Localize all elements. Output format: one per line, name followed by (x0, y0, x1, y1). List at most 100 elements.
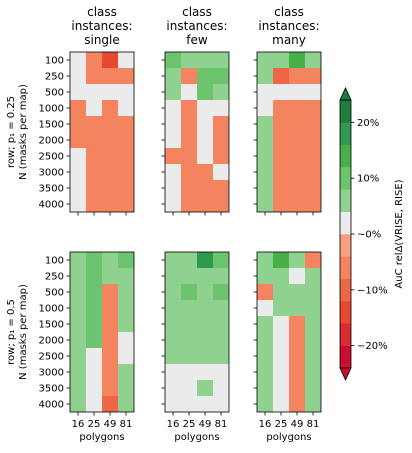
heatmap-cell (197, 180, 213, 196)
heatmap-cell (70, 52, 86, 68)
heatmap-cell (165, 396, 181, 412)
heatmap-cell (213, 284, 229, 300)
heatmap-cell (197, 148, 213, 164)
heatmap-cell (70, 300, 86, 316)
heatmap-cell (257, 196, 273, 212)
heatmap-cell (165, 100, 181, 116)
heatmap-cell (273, 300, 289, 316)
heatmap-cell (70, 252, 86, 268)
colorbar-tick-label: −20% (357, 341, 388, 352)
heatmap-cell (118, 252, 134, 268)
heatmap-cell (289, 132, 305, 148)
heatmap-cell (86, 116, 102, 132)
heatmap-cell (118, 180, 134, 196)
y-tick-label: 3000 (39, 168, 64, 179)
heatmap-cell (102, 164, 118, 180)
heatmap-cell (70, 364, 86, 380)
heatmap-cell (257, 180, 273, 196)
y-tick-label: 2500 (39, 152, 64, 163)
heatmap-cell (165, 164, 181, 180)
heatmap-cell (213, 364, 229, 380)
x-tick-label: 25 (183, 419, 196, 430)
heatmap-cell (102, 132, 118, 148)
heatmap-cell (102, 116, 118, 132)
heatmap-cell (257, 164, 273, 180)
heatmap-cell (70, 268, 86, 284)
column-title-line: instances: (166, 19, 227, 33)
y-tick-label: 500 (45, 288, 64, 299)
colorbar-bin (340, 144, 351, 168)
heatmap-cell (118, 196, 134, 212)
heatmap-cell (305, 132, 321, 148)
row-axis-label-line: N (masks per map) (18, 284, 29, 380)
heatmap-cell (257, 396, 273, 412)
heatmap-cell (118, 332, 134, 348)
heatmap-cell (197, 348, 213, 364)
heatmap-cell (181, 316, 197, 332)
heatmap-cell (181, 164, 197, 180)
heatmap-cell (273, 132, 289, 148)
heatmap-cell (305, 116, 321, 132)
heatmap-cell (181, 132, 197, 148)
heatmap-cell (197, 284, 213, 300)
x-tick-label: 81 (307, 419, 320, 430)
heatmap-cell (86, 180, 102, 196)
heatmap-cell (118, 68, 134, 84)
heatmap-cell (257, 268, 273, 284)
y-tick-label: 250 (45, 72, 64, 83)
heatmap-cell (213, 132, 229, 148)
heatmap-cell (181, 84, 197, 100)
heatmap-cell (197, 68, 213, 84)
heatmap-cell (305, 300, 321, 316)
column-title-line: single (84, 33, 120, 47)
heatmap-cell (305, 196, 321, 212)
y-tick-label: 1500 (39, 320, 64, 331)
heatmap-cell (257, 284, 273, 300)
heatmap-cell (86, 268, 102, 284)
heatmap-cell (213, 268, 229, 284)
heatmap-cell (181, 332, 197, 348)
heatmap-cell (257, 380, 273, 396)
heatmap-cell (305, 52, 321, 68)
heatmap-cell (289, 348, 305, 364)
heatmap-cell (289, 116, 305, 132)
heatmap-cell (197, 300, 213, 316)
heatmap-cell (70, 380, 86, 396)
heatmap-cell (197, 364, 213, 380)
heatmap-cell (213, 196, 229, 212)
heatmap-cell (70, 348, 86, 364)
heatmap-cell (102, 180, 118, 196)
column-title-line: class (87, 5, 117, 19)
colorbar-extend-min (339, 367, 352, 381)
column-title-line: class (182, 5, 212, 19)
heatmap-cell (86, 52, 102, 68)
colorbar-tick-label: 20% (357, 118, 379, 129)
heatmap-cell (86, 300, 102, 316)
heatmap-cell (165, 196, 181, 212)
heatmap-cell (257, 332, 273, 348)
heatmap-cell (102, 332, 118, 348)
heatmap-cell (181, 100, 197, 116)
heatmap-cell (118, 52, 134, 68)
y-tick-label: 100 (45, 56, 64, 67)
colorbar-bin (340, 256, 351, 279)
colorbar-bin (340, 234, 351, 257)
heatmap-cell (273, 380, 289, 396)
heatmap-cell (273, 316, 289, 332)
heatmap-cell (273, 332, 289, 348)
heatmap-cell (70, 164, 86, 180)
colorbar-bin (340, 167, 351, 190)
heatmap-cell (197, 132, 213, 148)
heatmap-cell (197, 84, 213, 100)
heatmap-cell (102, 380, 118, 396)
colorbar-tick-label: 10% (357, 174, 379, 185)
heatmap-cell (273, 196, 289, 212)
heatmap-cell (305, 316, 321, 332)
heatmap-cell (181, 252, 197, 268)
heatmap-cell (102, 52, 118, 68)
heatmap-cell (213, 316, 229, 332)
y-tick-label: 3500 (39, 384, 64, 395)
heatmap-cell (289, 84, 305, 100)
heatmap-cell (289, 100, 305, 116)
heatmap-cell (289, 164, 305, 180)
